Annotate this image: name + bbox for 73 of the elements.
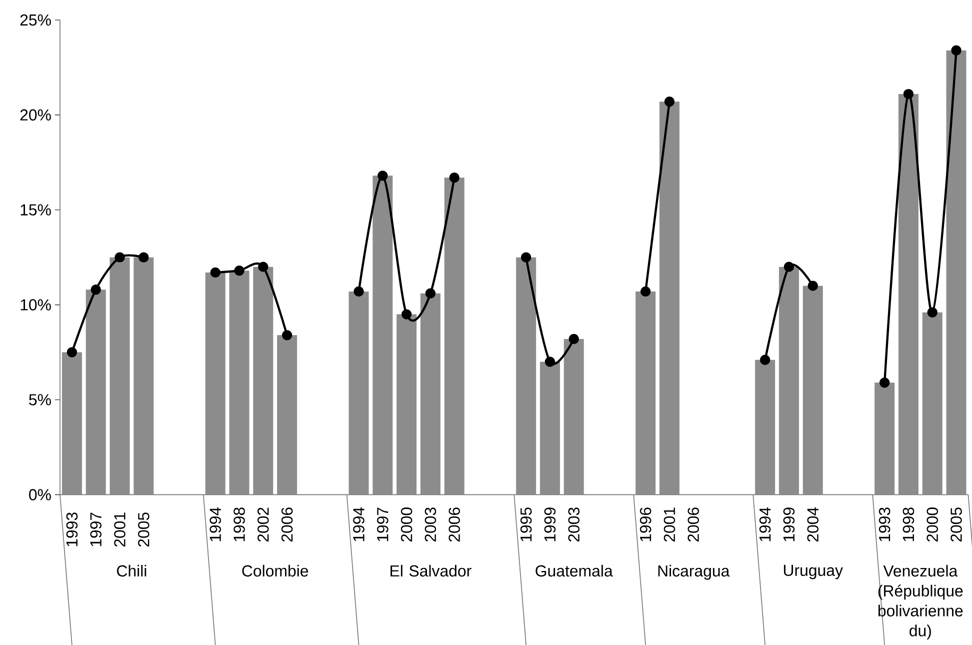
point	[234, 266, 244, 276]
bar	[372, 176, 393, 495]
x-tick-label: 1994	[759, 507, 771, 542]
x-tick-label: 1994	[210, 507, 222, 542]
point	[210, 267, 220, 278]
bar	[110, 257, 130, 495]
x-tick-label: 1996	[640, 508, 652, 542]
x-tick-label: 2000	[926, 508, 938, 542]
point	[138, 252, 149, 262]
bar	[229, 270, 250, 495]
y-tick-label: 20%	[20, 109, 51, 121]
point	[927, 307, 938, 318]
x-tick-label: 1998	[902, 508, 914, 542]
bar	[205, 272, 226, 495]
x-axis-title: El Salvador	[390, 564, 472, 577]
x-tick-label: 2006	[281, 508, 293, 542]
x-axis-title: Nicaragua	[658, 564, 730, 580]
bar	[420, 293, 440, 495]
point	[282, 330, 292, 340]
y-tick-label: 5%	[29, 394, 51, 406]
bar	[874, 382, 895, 495]
bar	[62, 352, 82, 495]
point	[903, 88, 914, 100]
point	[66, 347, 78, 358]
x-tick-label: 1998	[234, 508, 245, 542]
x-tick-label: 1993	[878, 508, 890, 542]
y-tick-label: 15%	[20, 204, 51, 216]
point	[90, 284, 101, 295]
x-axis-title: Venezuela (République bolivarienne du)	[878, 564, 963, 640]
x-axis-title: Chili	[117, 564, 146, 577]
x-axis-title: Uruguay	[784, 564, 843, 580]
x-tick-label: 1999	[783, 508, 795, 542]
x-tick-label: 2006	[448, 508, 460, 542]
x-tick-label: 1997	[377, 508, 388, 542]
point	[354, 286, 364, 297]
x-tick-label: 2002	[258, 508, 269, 542]
bar	[946, 50, 966, 495]
bar	[396, 314, 417, 495]
x-tick-label: 2001	[664, 508, 676, 542]
bar	[277, 335, 298, 495]
x-tick-label: 1994	[353, 507, 364, 542]
x-tick-label: 2003	[424, 508, 436, 542]
point	[114, 252, 125, 262]
x-tick-label: 2004	[807, 507, 819, 542]
x-tick-label: 2005	[138, 512, 150, 547]
point	[378, 170, 388, 181]
x-tick-label: 1993	[66, 512, 78, 546]
point	[258, 262, 268, 272]
point	[449, 172, 460, 183]
x-tick-label: 2003	[568, 508, 580, 542]
bar	[922, 312, 942, 495]
bar	[898, 94, 918, 495]
bar	[444, 178, 464, 495]
point	[879, 378, 890, 388]
point	[401, 309, 412, 320]
bar	[348, 292, 369, 495]
point	[951, 45, 962, 56]
x-axis-title: Colombie	[242, 564, 308, 577]
bar	[86, 290, 106, 495]
bar	[134, 257, 154, 495]
x-tick-label: 1995	[520, 508, 532, 542]
x-tick-label: 1997	[90, 512, 102, 546]
x-tick-label: 2005	[950, 508, 962, 542]
x-axis-title: Guatemala	[536, 564, 613, 577]
y-tick-label: 0%	[29, 489, 51, 500]
bar	[253, 266, 274, 495]
x-tick-label: 2001	[114, 512, 126, 547]
x-tick-label: 2006	[688, 508, 699, 542]
point	[425, 288, 436, 299]
y-tick-label: 25%	[20, 14, 51, 26]
x-tick-label: 1999	[544, 508, 556, 542]
y-tick-label: 10%	[20, 299, 51, 310]
x-tick-label: 2000	[400, 508, 412, 542]
